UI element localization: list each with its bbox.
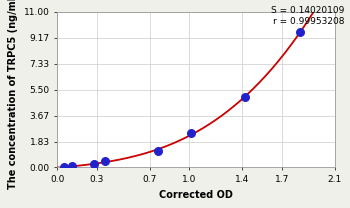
Point — [69, 165, 75, 168]
Point — [155, 149, 161, 153]
Point — [92, 163, 97, 166]
Text: S = 0.14020109
r = 0.99953208: S = 0.14020109 r = 0.99953208 — [271, 6, 345, 26]
Point — [298, 30, 303, 33]
Y-axis label: The concentration of TRPC5 (ng/mL): The concentration of TRPC5 (ng/mL) — [8, 0, 18, 189]
Point — [242, 96, 247, 99]
Point — [188, 132, 194, 135]
Point — [102, 160, 108, 163]
Point — [61, 166, 67, 169]
X-axis label: Corrected OD: Corrected OD — [159, 190, 233, 200]
